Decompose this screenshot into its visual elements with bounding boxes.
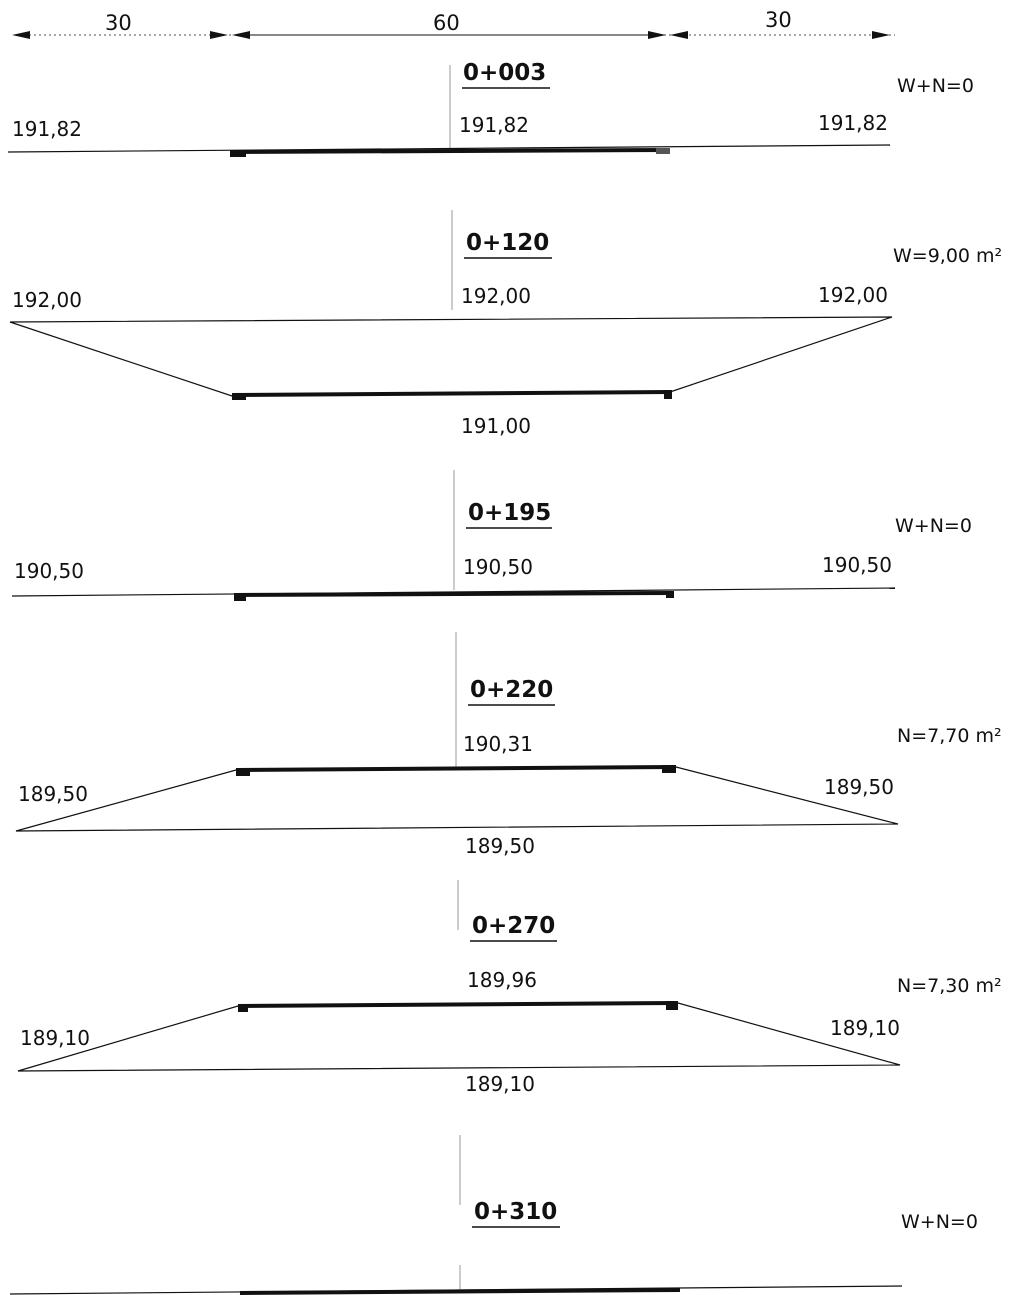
road-edge-left [238, 1004, 248, 1012]
road-surface [229, 148, 671, 154]
ground-line [7, 144, 891, 153]
elevation-right: 189,10 [830, 1016, 900, 1040]
road-edge-right [656, 148, 670, 154]
road-surface [237, 1001, 679, 1008]
area-label: W=9,00 m² [893, 245, 1002, 267]
elevation-center: 191,82 [459, 113, 529, 137]
elevation-center: 192,00 [461, 284, 531, 308]
elevation-center: 190,50 [463, 555, 533, 579]
cross-section-4: 0+270 N=7,30 m² 189,96 189,10 189,10 189… [17, 880, 1002, 1096]
elevation-right: 190,50 [822, 553, 892, 577]
cross-section-5: 0+310 W+N=0 [9, 1135, 978, 1295]
elevation-bottom: 191,00 [461, 414, 531, 438]
cut-area-outline [9, 316, 893, 397]
road-surface [235, 765, 677, 772]
station-label: 0+310 [474, 1199, 557, 1225]
arrow-left-icon [12, 31, 30, 39]
elevation-center: 190,31 [463, 732, 533, 756]
station-label: 0+003 [463, 60, 546, 86]
dimension-left: 30 [105, 11, 132, 35]
cross-section-1: 0+120 W=9,00 m² 192,00 192,00 192,00 191… [9, 210, 1002, 438]
area-label: W+N=0 [901, 1211, 978, 1233]
station-label: 0+195 [468, 500, 551, 526]
cross-section-0: 0+003 W+N=0 191,82 191,82 191,82 [7, 60, 974, 157]
arrow-right-icon [210, 31, 228, 39]
elevation-bottom: 189,50 [465, 834, 535, 858]
area-label: N=7,30 m² [897, 975, 1002, 997]
dimension-line [12, 31, 895, 39]
station-label: 0+220 [470, 677, 553, 703]
road-edge-right [666, 591, 674, 598]
arrow-left-icon [670, 31, 688, 39]
area-label: W+N=0 [897, 75, 974, 97]
road-edge-left [232, 393, 246, 400]
arrow-right-icon [872, 31, 890, 39]
road-edge-left [234, 594, 246, 601]
elevation-right: 189,50 [824, 775, 894, 799]
dimension-right: 30 [765, 8, 792, 32]
station-label: 0+120 [466, 230, 549, 256]
fill-area-outline [15, 766, 899, 832]
elevation-left: 189,10 [20, 1026, 90, 1050]
cross-section-3: 0+220 N=7,70 m² 190,31 189,50 189,50 189… [15, 632, 1002, 858]
area-label: N=7,70 m² [897, 725, 1002, 747]
cross-section-2: 0+195 W+N=0 190,50 190,50 190,50 [11, 470, 972, 601]
arrow-right-icon [648, 31, 666, 39]
arrow-left-icon [232, 31, 250, 39]
road-edge-left [236, 768, 250, 776]
road-edge-right [666, 1001, 678, 1010]
road-edge-right [662, 765, 676, 773]
elevation-left: 192,00 [12, 288, 82, 312]
elevation-bottom: 189,10 [465, 1072, 535, 1096]
station-label: 0+270 [472, 913, 555, 939]
fill-area-outline [17, 1002, 901, 1072]
elevation-right: 191,82 [818, 111, 888, 135]
elevation-left: 191,82 [12, 117, 82, 141]
road-surface [233, 591, 674, 597]
road-edge-right [664, 390, 672, 399]
area-label: W+N=0 [895, 515, 972, 537]
elevation-left: 189,50 [18, 782, 88, 806]
road-surface [231, 390, 671, 397]
elevation-center: 189,96 [467, 968, 537, 992]
road-surface [239, 1288, 681, 1295]
road-edge-left [230, 150, 246, 157]
elevation-right: 192,00 [818, 283, 888, 307]
dimension-middle: 60 [433, 11, 460, 35]
elevation-left: 190,50 [14, 559, 84, 583]
